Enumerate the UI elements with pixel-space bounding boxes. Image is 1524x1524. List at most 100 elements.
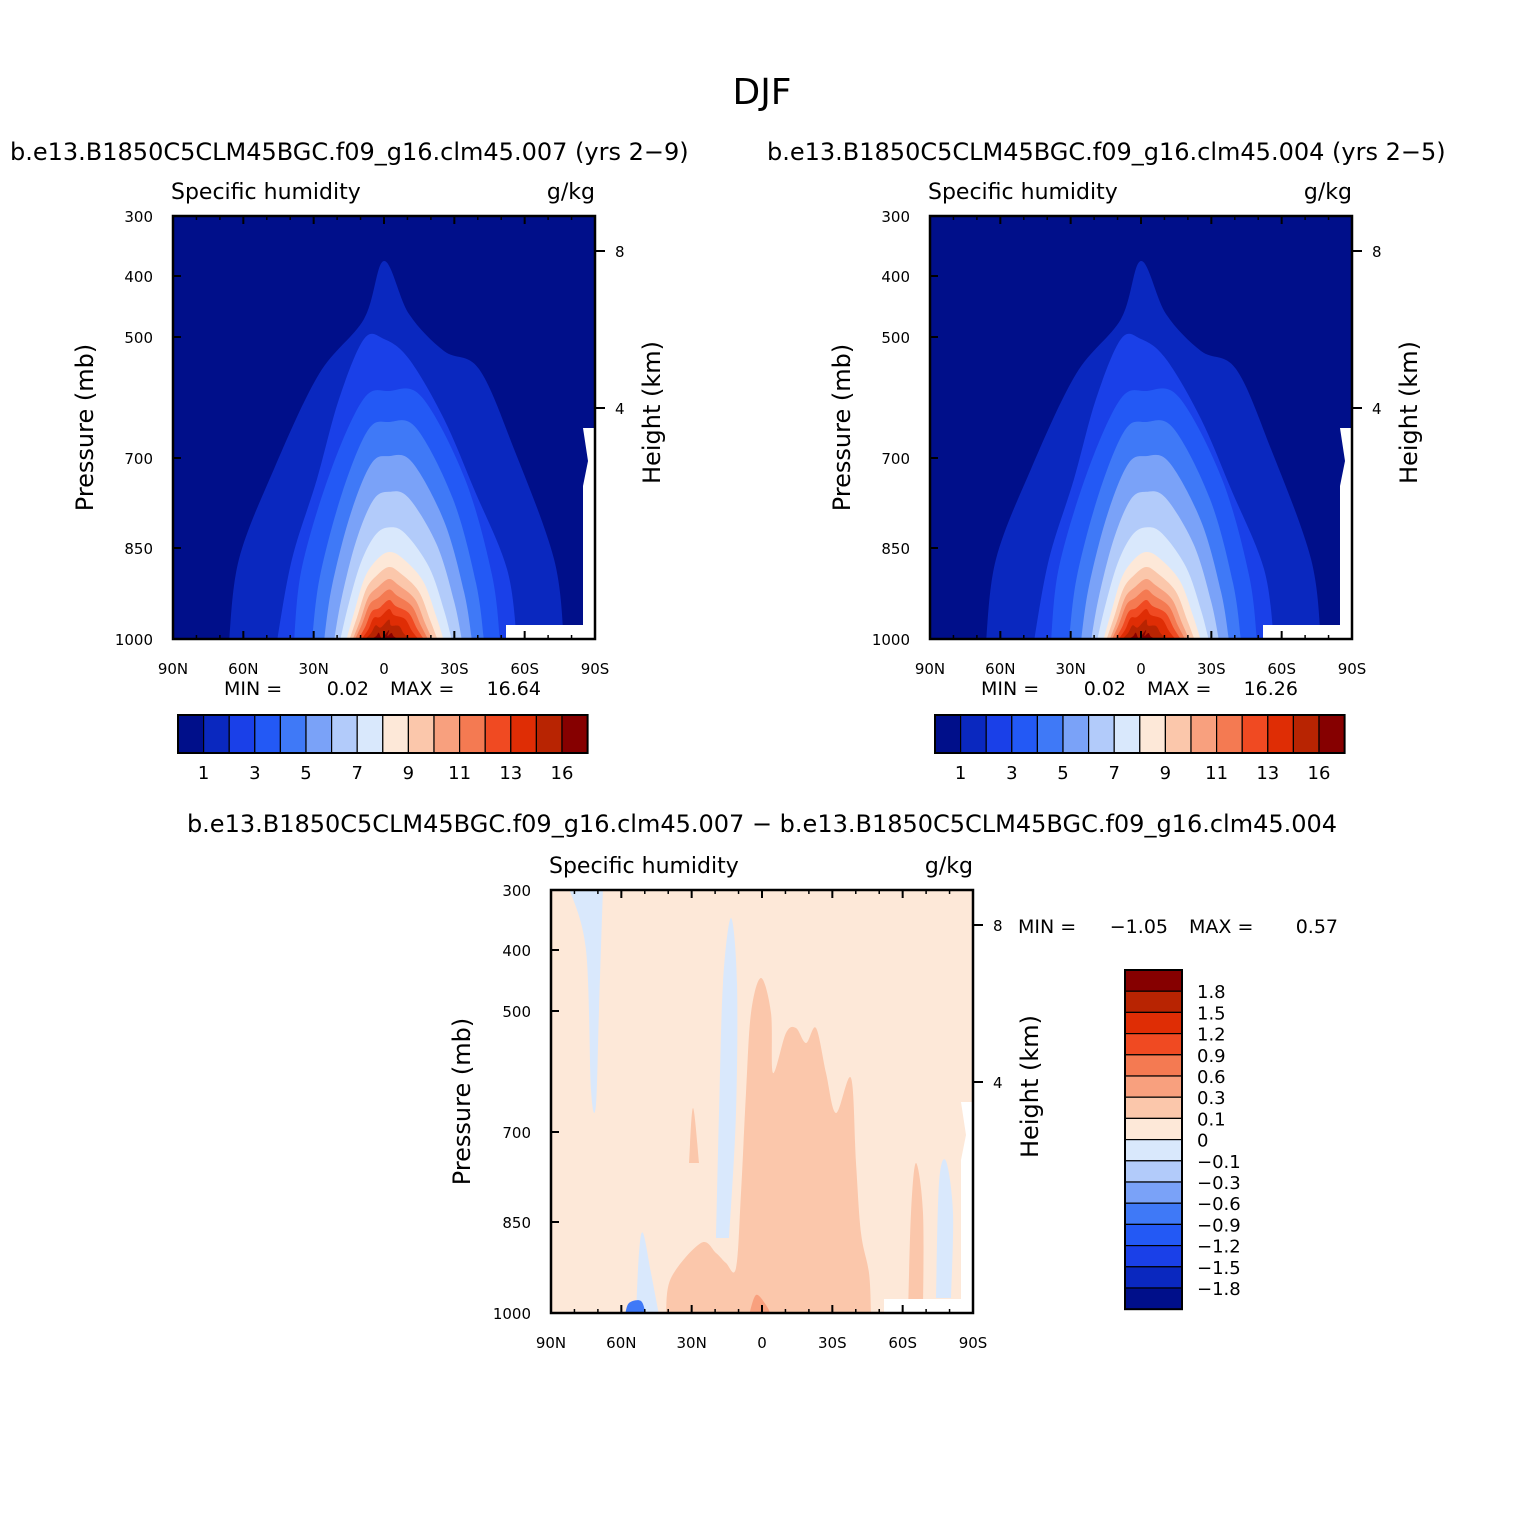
y2-axis-title: Height (km) <box>1016 1015 1044 1158</box>
x-tick-label: 60N <box>985 660 1015 678</box>
x-tick-label: 30S <box>1197 660 1226 678</box>
x-tick-label: 60S <box>1267 660 1296 678</box>
colorbar-box <box>203 714 230 754</box>
colorbar-label: 1 <box>955 763 966 784</box>
x-tick-label: 30N <box>299 660 329 678</box>
y2-axis-title: Height (km) <box>638 341 666 484</box>
left-string: Specific humidity <box>928 180 1118 205</box>
y-tick-label: 1000 <box>493 1305 531 1323</box>
y-tick-label: 1000 <box>872 631 910 649</box>
colorbar-box <box>1011 714 1038 754</box>
contour-band <box>716 918 738 1238</box>
x-tick-label: 30N <box>677 1334 707 1352</box>
colorbar-label: −1.5 <box>1197 1258 1241 1279</box>
colorbar-label: −0.1 <box>1197 1152 1241 1173</box>
difference-panel-title: b.e13.B1850C5CLM45BGC.f09_g16.clm45.007 … <box>186 810 1338 838</box>
terrain-mask <box>884 1299 973 1313</box>
colorbar-box <box>1190 714 1218 754</box>
colorbar-box <box>177 714 205 754</box>
colorbar-box <box>1124 1223 1183 1247</box>
colorbar-box <box>1124 1075 1183 1098</box>
x-tick-label: 0 <box>757 1334 767 1352</box>
x-tick-label: 90S <box>959 1334 988 1352</box>
y2-tick-label: 8 <box>615 243 625 261</box>
contour-band <box>908 1163 924 1313</box>
colorbar-label: 13 <box>499 763 522 784</box>
y2-tick-label: 4 <box>615 400 625 418</box>
colorbar-box <box>561 714 589 754</box>
y-tick-label: 400 <box>881 268 910 286</box>
colorbar-box <box>1124 969 1183 992</box>
max-label: MAX = <box>1147 678 1211 700</box>
colorbar-label: 16 <box>1308 763 1331 784</box>
colorbar-box <box>331 714 358 754</box>
colorbar-box <box>356 714 384 754</box>
colorbar-frame <box>177 714 589 754</box>
contour-band <box>1128 629 1156 639</box>
colorbar-box <box>382 714 409 754</box>
colorbar-box <box>1124 990 1183 1014</box>
colorbar-box <box>484 714 512 754</box>
y-tick-label: 1000 <box>115 631 153 649</box>
y-tick-label: 300 <box>502 882 531 900</box>
x-tick-label: 30S <box>440 660 469 678</box>
colorbar-label: 3 <box>249 763 260 784</box>
max-label: MAX = <box>390 678 454 700</box>
contour-band <box>371 629 399 639</box>
x-tick-label: 60N <box>228 660 258 678</box>
contour-band <box>636 1232 659 1313</box>
colorbar-box <box>1124 1117 1183 1141</box>
contour-band <box>625 1300 646 1313</box>
y-tick-label: 300 <box>124 208 153 226</box>
x-tick-label: 60N <box>606 1334 636 1352</box>
min-label: MIN = <box>981 678 1039 700</box>
colorbar-box <box>510 714 537 754</box>
colorbar-label: 11 <box>1205 763 1228 784</box>
y-tick-label: 500 <box>881 329 910 347</box>
y-tick-label: 850 <box>502 1214 531 1232</box>
min-value: 0.02 <box>327 678 369 700</box>
contour-band <box>1122 619 1167 639</box>
colorbar-box <box>959 714 987 754</box>
y2-axis-title: Height (km) <box>1395 341 1423 484</box>
colorbar-box <box>1087 714 1115 754</box>
colorbar-label: −0.6 <box>1197 1194 1241 1215</box>
y2-tick-label: 8 <box>993 917 1003 935</box>
colorbar-box <box>1124 1160 1183 1183</box>
y-tick-label: 400 <box>124 268 153 286</box>
right-string: g/kg <box>925 854 973 879</box>
colorbar-box <box>1124 1202 1183 1225</box>
difference-panel: 90N 60N 30N 0 30S 60S 90S 300 400 500 700 850 1000 8 4… <box>448 854 1338 1352</box>
colorbar-label: 1 <box>198 763 209 784</box>
colorbar-box <box>407 714 435 754</box>
colorbar-label: 16 <box>551 763 574 784</box>
x-tick-label: 90S <box>581 660 610 678</box>
y-tick-label: 850 <box>124 540 153 558</box>
terrain-mask <box>506 625 595 639</box>
x-tick-label: 0 <box>379 660 389 678</box>
contour-fill <box>551 890 973 1313</box>
contour-fill <box>173 216 595 639</box>
colorbar-box <box>1062 714 1090 754</box>
colorbar-box <box>459 714 486 754</box>
terrain-mask <box>961 1102 973 1313</box>
x-tick-label: 60S <box>510 660 539 678</box>
contour-band <box>936 1159 954 1298</box>
min-label: MIN = <box>1018 916 1076 938</box>
colorbar-box <box>1215 714 1243 754</box>
colorbar-box <box>1139 714 1167 754</box>
y-tick-label: 500 <box>124 329 153 347</box>
contour-band <box>365 619 410 639</box>
x-tick-label: 30N <box>1056 660 1086 678</box>
terrain-mask <box>1263 625 1352 639</box>
max-value: 0.57 <box>1296 916 1338 938</box>
y2-tick-label: 8 <box>1372 243 1382 261</box>
colorbar-label: −0.3 <box>1197 1173 1241 1194</box>
colorbar-box <box>1124 1011 1183 1035</box>
x-tick-label: 0 <box>1136 660 1146 678</box>
case-panel: 90N 60N 30N 0 30S 60S 90S 300 400 500 700 850 1000 8 4… <box>71 180 666 784</box>
colorbar-label: −0.9 <box>1197 1215 1241 1236</box>
colorbar-box <box>1113 714 1141 754</box>
colorbar-label: 9 <box>1160 763 1171 784</box>
contour-fill <box>930 216 1352 639</box>
